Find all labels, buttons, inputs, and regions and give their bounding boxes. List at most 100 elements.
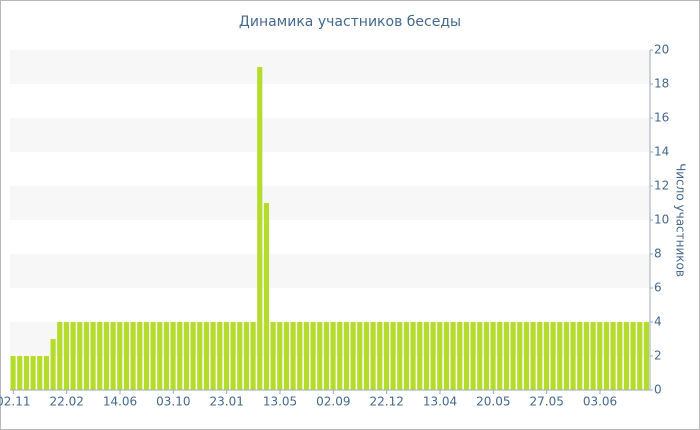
- bar: [243, 322, 249, 390]
- bar: [23, 356, 29, 390]
- bar: [490, 322, 496, 390]
- bar: [497, 322, 503, 390]
- bar: [477, 322, 483, 390]
- bar: [383, 322, 389, 390]
- y-tick-label: 4: [654, 315, 662, 329]
- bar: [197, 322, 203, 390]
- bar: [250, 322, 256, 390]
- bar: [83, 322, 89, 390]
- bar: [150, 322, 156, 390]
- bar: [363, 322, 369, 390]
- grid-band: [10, 186, 650, 220]
- y-tick-label: 10: [654, 213, 669, 227]
- bar: [577, 322, 583, 390]
- bar: [410, 322, 416, 390]
- bar: [563, 322, 569, 390]
- plot: [10, 67, 649, 390]
- bar: [157, 322, 163, 390]
- bar: [190, 322, 196, 390]
- bar: [597, 322, 603, 390]
- bar: [423, 322, 429, 390]
- bar: [63, 322, 69, 390]
- chart-title: Динамика участников беседы: [239, 14, 461, 30]
- bar: [403, 322, 409, 390]
- bar: [310, 322, 316, 390]
- bar: [210, 322, 216, 390]
- bar: [437, 322, 443, 390]
- y-tick-label: 20: [654, 43, 669, 57]
- bar: [283, 322, 289, 390]
- bar: [103, 322, 109, 390]
- grid-band: [10, 322, 650, 356]
- bar: [263, 203, 269, 390]
- bar: [470, 322, 476, 390]
- bar: [277, 322, 283, 390]
- bar: [590, 322, 596, 390]
- bar: [443, 322, 449, 390]
- x-tick-label: 02.09: [316, 395, 350, 409]
- bar: [583, 322, 589, 390]
- bar: [183, 322, 189, 390]
- bar: [163, 322, 169, 390]
- bar: [217, 322, 223, 390]
- bar: [77, 322, 83, 390]
- bar: [317, 322, 323, 390]
- bar: [537, 322, 543, 390]
- bar: [450, 322, 456, 390]
- x-tick-label: 02.11: [0, 395, 31, 409]
- bar: [303, 322, 309, 390]
- bar: [557, 322, 563, 390]
- grid-band: [10, 118, 650, 152]
- bar: [117, 322, 123, 390]
- bar: [290, 322, 296, 390]
- bar: [397, 322, 403, 390]
- bar: [70, 322, 76, 390]
- grid-bands: [10, 50, 650, 356]
- y-tick-label: 16: [654, 111, 669, 125]
- bar: [623, 322, 629, 390]
- bar: [377, 322, 383, 390]
- bar: [603, 322, 609, 390]
- bar: [297, 322, 303, 390]
- bar: [177, 322, 183, 390]
- bar: [230, 322, 236, 390]
- bar: [17, 356, 23, 390]
- bar: [90, 322, 96, 390]
- bar: [503, 322, 509, 390]
- bar: [357, 322, 363, 390]
- bar: [270, 322, 276, 390]
- bar: [10, 356, 16, 390]
- x-tick-label: 20.05: [476, 395, 510, 409]
- y-axis-label: Число участников: [674, 163, 688, 277]
- bar: [343, 322, 349, 390]
- x-tick-label: 03.10: [156, 395, 190, 409]
- bar: [257, 67, 263, 390]
- x-tick-label: 03.06: [583, 395, 617, 409]
- x-tick-label: 14.06: [103, 395, 137, 409]
- bar: [37, 356, 43, 390]
- bar: [390, 322, 396, 390]
- x-tick-label: 23.01: [209, 395, 243, 409]
- bar: [637, 322, 643, 390]
- y-tick-label: 2: [654, 349, 662, 363]
- bar: [543, 322, 549, 390]
- bar: [350, 322, 356, 390]
- bar: [143, 322, 149, 390]
- bar: [57, 322, 63, 390]
- bar: [417, 322, 423, 390]
- bar: [30, 356, 36, 390]
- bar: [523, 322, 529, 390]
- y-tick-label: 14: [654, 145, 669, 159]
- x-tick-label: 27.05: [529, 395, 563, 409]
- bar: [43, 356, 49, 390]
- bar: [610, 322, 616, 390]
- bar: [463, 322, 469, 390]
- bar: [110, 322, 116, 390]
- bar: [617, 322, 623, 390]
- bar: [510, 322, 516, 390]
- bar: [130, 322, 136, 390]
- bar: [643, 322, 649, 390]
- bar: [337, 322, 343, 390]
- bar: [530, 322, 536, 390]
